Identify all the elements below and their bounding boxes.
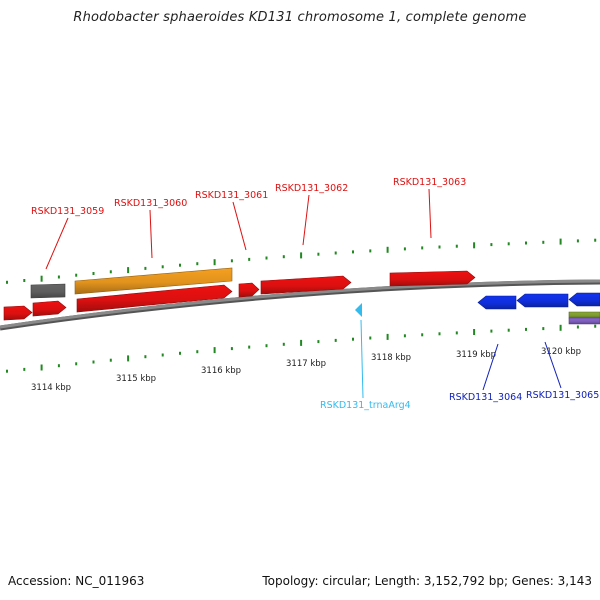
kbp-label: 3118 kbp: [371, 353, 411, 363]
trna-marker[interactable]: [355, 303, 362, 317]
accession-text: Accession: NC_011963: [8, 574, 145, 588]
kbp-label: 3116 kbp: [201, 366, 241, 376]
kbp-label: 3119 kbp: [456, 350, 496, 360]
gene-arrow-RSKD131_3064[interactable]: [477, 295, 517, 310]
gene-label-RSKD131_3062[interactable]: RSKD131_3062: [275, 183, 348, 194]
leader-line-RSKD131_3064: [482, 343, 499, 391]
gene-label-RSKD131_3064[interactable]: RSKD131_3064: [449, 392, 522, 403]
gene-green-band[interactable]: [568, 311, 600, 319]
kbp-label: 3120 kbp: [541, 347, 581, 357]
kbp-label: 3114 kbp: [31, 383, 71, 393]
leader-line-RSKD131_trnaArg4: [360, 319, 364, 399]
gene-arrow-RSKD131_3065[interactable]: [516, 293, 569, 308]
kbp-label: 3115 kbp: [116, 374, 156, 384]
gene-arrow-blue-edge[interactable]: [568, 292, 600, 307]
gene-arrow-RSKD131_3060[interactable]: [76, 284, 233, 313]
gene-arrow-RSKD131_3063[interactable]: [389, 270, 476, 287]
genome-backbone: [0, 279, 600, 329]
gene-label-RSKD131_trnaArg4[interactable]: RSKD131_trnaArg4: [320, 400, 411, 411]
leader-line-RSKD131_3059: [45, 217, 69, 270]
gene-label-RSKD131_3059[interactable]: RSKD131_3059: [31, 206, 104, 217]
leader-line-RSKD131_3061: [232, 201, 247, 251]
gene-arrow-RSKD131_3062[interactable]: [260, 275, 352, 295]
gene-arrow-red[interactable]: [3, 305, 33, 321]
gene-label-RSKD131_3060[interactable]: RSKD131_3060: [114, 198, 187, 209]
leader-line-RSKD131_3063: [428, 188, 432, 239]
gene-label-RSKD131_3063[interactable]: RSKD131_3063: [393, 177, 466, 188]
map-title: Rhodobacter sphaeroides KD131 chromosome…: [73, 10, 527, 25]
leader-line-RSKD131_3062: [302, 194, 310, 246]
gene-label-RSKD131_3061[interactable]: RSKD131_3061: [195, 190, 268, 201]
gene-arrow-RSKD131_3061[interactable]: [238, 282, 260, 298]
kbp-label: 3117 kbp: [286, 359, 326, 369]
gene-purple-band[interactable]: [568, 317, 600, 325]
gene-arrow-RSKD131_3059[interactable]: [32, 300, 67, 317]
gene-label-RSKD131_3065[interactable]: RSKD131_3065: [526, 390, 599, 401]
leader-line-RSKD131_3060: [149, 209, 153, 259]
gene-gray-block[interactable]: [30, 283, 66, 299]
genome-summary-text: Topology: circular; Length: 3,152,792 bp…: [262, 574, 592, 588]
leader-line-RSKD131_3065: [544, 341, 562, 389]
gene-RSKD131_3060-orange[interactable]: [74, 267, 233, 295]
